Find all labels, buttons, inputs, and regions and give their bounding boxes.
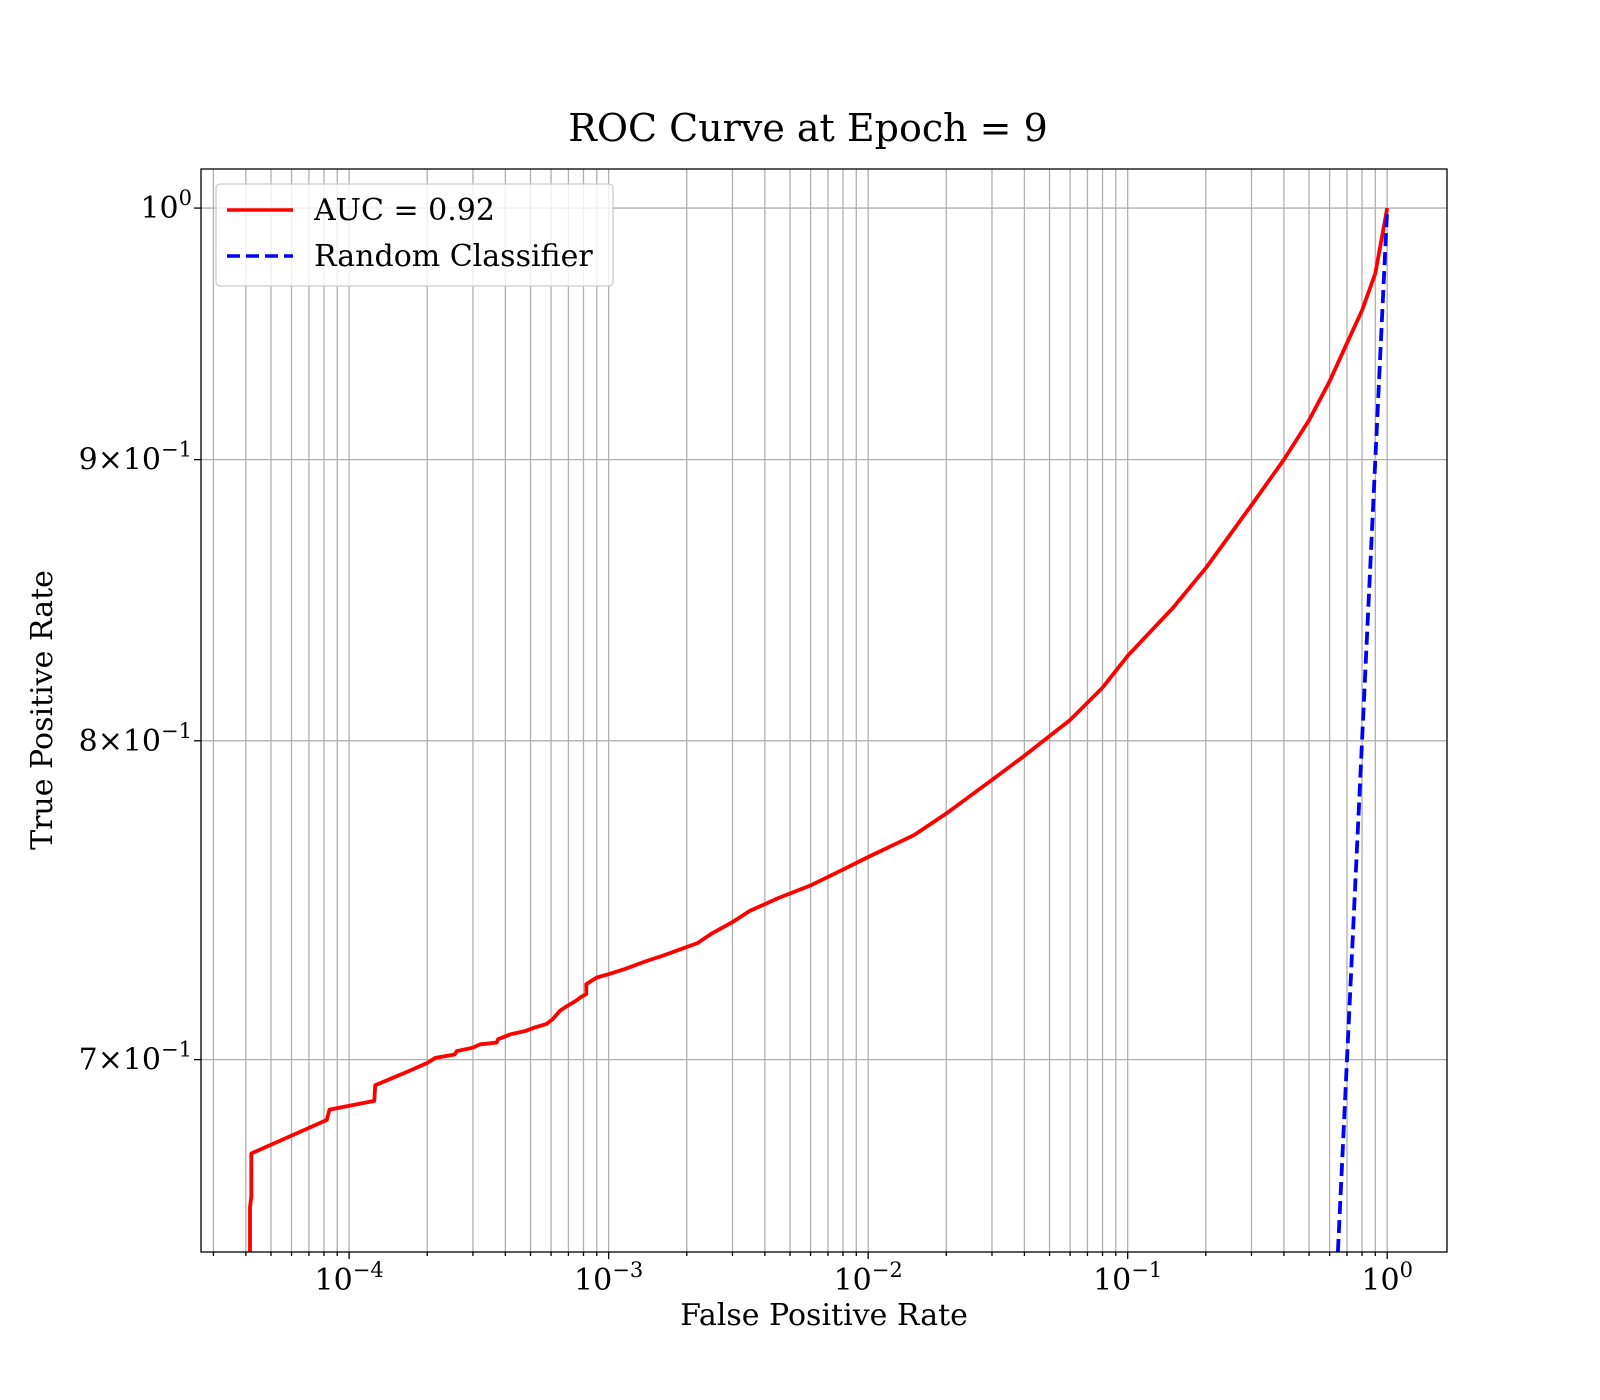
chart-title: ROC Curve at Epoch = 9 (568, 106, 1048, 150)
x-tick-label: 10−1 (1093, 1258, 1162, 1298)
legend: AUC = 0.92 Random Classifier (215, 183, 614, 287)
grid-lines (201, 169, 1447, 1252)
y-tick-label: 8×10−1 (79, 719, 192, 759)
x-tick-label: 10−4 (315, 1258, 384, 1298)
y-tick-label: 9×10−1 (79, 438, 192, 478)
x-tick-label: 10−2 (834, 1258, 903, 1298)
y-axis-label: True Positive Rate (25, 570, 60, 850)
y-tick-label: 100 (140, 186, 192, 226)
legend-label-auc: AUC = 0.92 (313, 193, 495, 228)
x-tick-label: 100 (1361, 1258, 1413, 1298)
random-classifier-line (1336, 208, 1390, 1252)
legend-label-random: Random Classifier (314, 239, 593, 274)
roc-curve-line (248, 207, 1390, 1252)
plot-frame (200, 168, 1448, 1253)
series-layer (248, 207, 1390, 1252)
legend-box (215, 183, 614, 287)
y-tick-label: 7×10−1 (79, 1038, 192, 1078)
x-tick-label: 10−3 (574, 1258, 643, 1298)
x-axis-label: False Positive Rate (680, 1298, 968, 1333)
axis-ticks: 10−4 10−3 10−2 10−1 100 100 9×10−1 8×10−1 7×10−1 (79, 186, 1413, 1298)
